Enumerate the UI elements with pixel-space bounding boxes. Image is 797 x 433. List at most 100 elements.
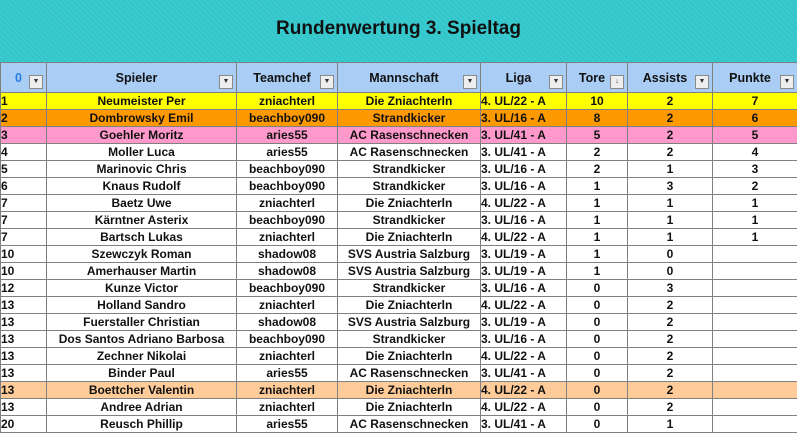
rank-cell[interactable]: 4 <box>0 143 47 161</box>
team-cell[interactable]: Die Zniachterln <box>337 194 481 212</box>
teamchef-cell[interactable]: zniachterl <box>236 92 338 110</box>
league-cell[interactable]: 4. UL/22 - A <box>480 92 567 110</box>
points-cell[interactable]: 1 <box>712 228 797 246</box>
points-cell[interactable]: 3 <box>712 160 797 178</box>
assists-cell[interactable]: 2 <box>627 398 713 416</box>
points-cell[interactable]: 2 <box>712 177 797 195</box>
league-cell[interactable]: 4. UL/22 - A <box>480 347 567 365</box>
rank-cell[interactable]: 7 <box>0 211 47 229</box>
league-cell[interactable]: 3. UL/41 - A <box>480 364 567 382</box>
goals-cell[interactable]: 10 <box>566 92 628 110</box>
assists-cell[interactable]: 2 <box>627 109 713 127</box>
goals-cell[interactable]: 0 <box>566 330 628 348</box>
team-cell[interactable]: Die Zniachterln <box>337 347 481 365</box>
team-cell[interactable]: Strandkicker <box>337 160 481 178</box>
assists-cell[interactable]: 1 <box>627 211 713 229</box>
team-cell[interactable]: Die Zniachterln <box>337 228 481 246</box>
league-cell[interactable]: 4. UL/22 - A <box>480 398 567 416</box>
team-cell[interactable]: Strandkicker <box>337 330 481 348</box>
column-header-team[interactable]: Mannschaft ▼ <box>337 62 481 93</box>
player-name-cell[interactable]: Boettcher Valentin <box>46 381 237 399</box>
teamchef-cell[interactable]: zniachterl <box>236 296 338 314</box>
player-name-cell[interactable]: Kunze Victor <box>46 279 237 297</box>
league-cell[interactable]: 4. UL/22 - A <box>480 381 567 399</box>
league-cell[interactable]: 3. UL/16 - A <box>480 160 567 178</box>
player-name-cell[interactable]: Moller Luca <box>46 143 237 161</box>
player-name-cell[interactable]: Reusch Phillip <box>46 415 237 433</box>
assists-cell[interactable]: 0 <box>627 262 713 280</box>
player-name-cell[interactable]: Binder Paul <box>46 364 237 382</box>
points-cell[interactable]: 1 <box>712 194 797 212</box>
rank-cell[interactable]: 1 <box>0 92 47 110</box>
column-header-points[interactable]: Punkte ▼ <box>712 62 797 93</box>
goals-cell[interactable]: 1 <box>566 245 628 263</box>
league-cell[interactable]: 3. UL/19 - A <box>480 262 567 280</box>
player-name-cell[interactable]: Baetz Uwe <box>46 194 237 212</box>
goals-cell[interactable]: 1 <box>566 177 628 195</box>
assists-cell[interactable]: 3 <box>627 177 713 195</box>
sort-descending-icon[interactable]: ↓ <box>610 75 624 89</box>
rank-cell[interactable]: 7 <box>0 194 47 212</box>
team-cell[interactable]: Die Zniachterln <box>337 381 481 399</box>
league-cell[interactable]: 3. UL/16 - A <box>480 330 567 348</box>
rank-cell[interactable]: 13 <box>0 313 47 331</box>
league-cell[interactable]: 4. UL/22 - A <box>480 296 567 314</box>
player-name-cell[interactable]: Kärntner Asterix <box>46 211 237 229</box>
player-name-cell[interactable]: Szewczyk Roman <box>46 245 237 263</box>
column-header-goals[interactable]: Tore ↓ <box>566 62 628 93</box>
rank-cell[interactable]: 7 <box>0 228 47 246</box>
player-name-cell[interactable]: Neumeister Per <box>46 92 237 110</box>
assists-cell[interactable]: 1 <box>627 194 713 212</box>
column-header-teamchef[interactable]: Teamchef ▼ <box>236 62 338 93</box>
team-cell[interactable]: SVS Austria Salzburg <box>337 313 481 331</box>
teamchef-cell[interactable]: beachboy090 <box>236 279 338 297</box>
column-header-assists[interactable]: Assists ▼ <box>627 62 713 93</box>
league-cell[interactable]: 3. UL/41 - A <box>480 415 567 433</box>
points-cell[interactable]: 1 <box>712 211 797 229</box>
points-cell[interactable] <box>712 398 797 416</box>
team-cell[interactable]: Die Zniachterln <box>337 398 481 416</box>
points-cell[interactable] <box>712 262 797 280</box>
rank-cell[interactable]: 2 <box>0 109 47 127</box>
goals-cell[interactable]: 0 <box>566 381 628 399</box>
dropdown-arrow-icon[interactable]: ▼ <box>549 75 563 89</box>
goals-cell[interactable]: 1 <box>566 228 628 246</box>
rank-cell[interactable]: 3 <box>0 126 47 144</box>
assists-cell[interactable]: 2 <box>627 126 713 144</box>
goals-cell[interactable]: 0 <box>566 398 628 416</box>
column-header-player[interactable]: Spieler ▼ <box>46 62 237 93</box>
team-cell[interactable]: AC Rasenschnecken <box>337 415 481 433</box>
teamchef-cell[interactable]: aries55 <box>236 143 338 161</box>
points-cell[interactable]: 5 <box>712 126 797 144</box>
dropdown-arrow-icon[interactable]: ▼ <box>695 75 709 89</box>
assists-cell[interactable]: 0 <box>627 245 713 263</box>
points-cell[interactable] <box>712 296 797 314</box>
league-cell[interactable]: 3. UL/16 - A <box>480 109 567 127</box>
player-name-cell[interactable]: Andree Adrian <box>46 398 237 416</box>
assists-cell[interactable]: 2 <box>627 313 713 331</box>
team-cell[interactable]: Strandkicker <box>337 211 481 229</box>
teamchef-cell[interactable]: shadow08 <box>236 262 338 280</box>
teamchef-cell[interactable]: zniachterl <box>236 347 338 365</box>
player-name-cell[interactable]: Dombrowsky Emil <box>46 109 237 127</box>
teamchef-cell[interactable]: beachboy090 <box>236 211 338 229</box>
player-name-cell[interactable]: Amerhauser Martin <box>46 262 237 280</box>
assists-cell[interactable]: 2 <box>627 381 713 399</box>
teamchef-cell[interactable]: zniachterl <box>236 228 338 246</box>
points-cell[interactable] <box>712 313 797 331</box>
team-cell[interactable]: SVS Austria Salzburg <box>337 262 481 280</box>
goals-cell[interactable]: 0 <box>566 415 628 433</box>
points-cell[interactable]: 4 <box>712 143 797 161</box>
rank-cell[interactable]: 13 <box>0 347 47 365</box>
rank-cell[interactable]: 10 <box>0 262 47 280</box>
goals-cell[interactable]: 1 <box>566 262 628 280</box>
player-name-cell[interactable]: Zechner Nikolai <box>46 347 237 365</box>
assists-cell[interactable]: 2 <box>627 143 713 161</box>
league-cell[interactable]: 4. UL/22 - A <box>480 194 567 212</box>
rank-cell[interactable]: 13 <box>0 364 47 382</box>
goals-cell[interactable]: 1 <box>566 194 628 212</box>
dropdown-arrow-icon[interactable]: ▼ <box>219 75 233 89</box>
dropdown-arrow-icon[interactable]: ▼ <box>320 75 334 89</box>
teamchef-cell[interactable]: beachboy090 <box>236 109 338 127</box>
teamchef-cell[interactable]: beachboy090 <box>236 177 338 195</box>
